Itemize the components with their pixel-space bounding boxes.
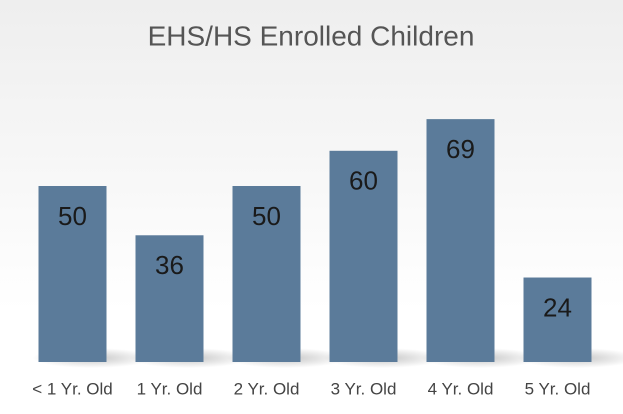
value-label: 50 xyxy=(58,201,87,231)
x-tick-label: 1 Yr. Old xyxy=(137,379,203,398)
value-label: 36 xyxy=(155,250,184,280)
value-label: 60 xyxy=(349,166,378,196)
x-tick-label: 5 Yr. Old xyxy=(525,379,591,398)
bar xyxy=(329,150,398,362)
bar xyxy=(426,119,495,363)
bar xyxy=(38,186,107,362)
x-tick-label: < 1 Yr. Old xyxy=(32,379,112,398)
x-tick-label: 4 Yr. Old xyxy=(428,379,494,398)
value-label: 24 xyxy=(543,292,572,322)
bar xyxy=(523,277,592,362)
bar xyxy=(135,235,204,362)
value-label: 69 xyxy=(446,134,475,164)
bar xyxy=(232,186,301,362)
value-label: 50 xyxy=(252,201,281,231)
x-tick-label: 2 Yr. Old xyxy=(234,379,300,398)
x-tick-label: 3 Yr. Old xyxy=(331,379,397,398)
chart-title: EHS/HS Enrolled Children xyxy=(148,20,475,51)
